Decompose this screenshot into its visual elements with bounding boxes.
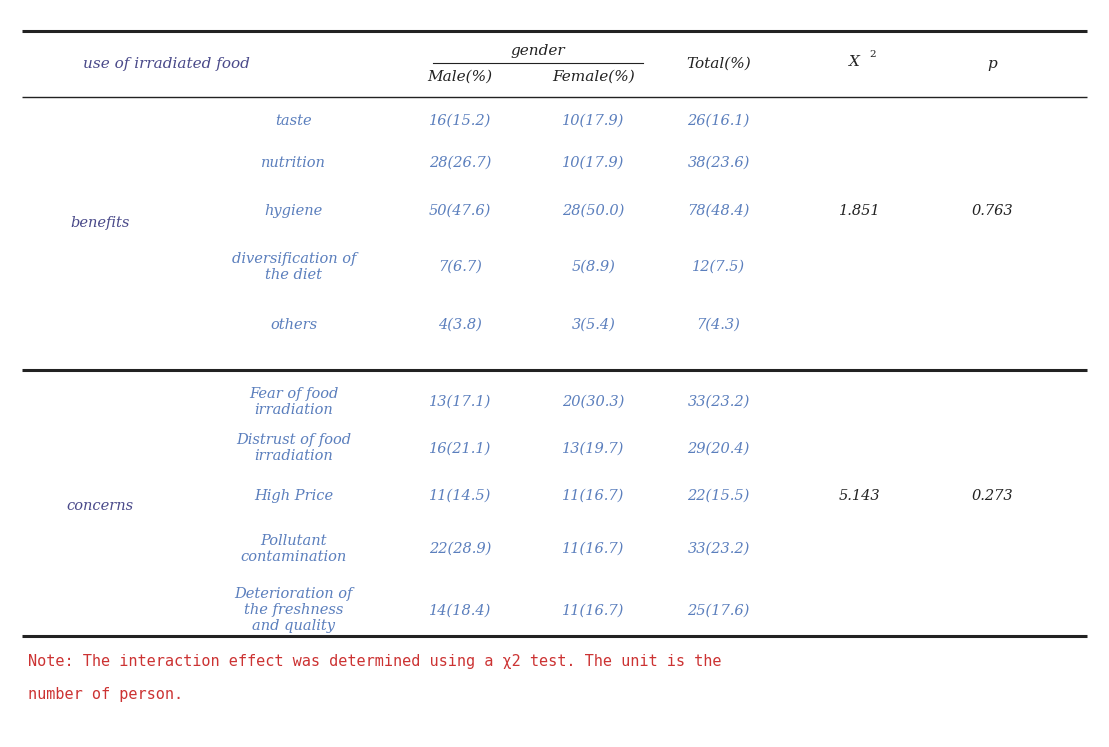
Text: 26(16.1): 26(16.1) xyxy=(688,114,750,128)
Text: High Price: High Price xyxy=(254,489,334,503)
Text: 5.143: 5.143 xyxy=(838,489,881,503)
Text: 33(23.2): 33(23.2) xyxy=(688,542,750,556)
Text: 7(6.7): 7(6.7) xyxy=(438,260,482,273)
Text: Female(%): Female(%) xyxy=(552,70,634,84)
Text: 28(50.0): 28(50.0) xyxy=(562,204,624,217)
Text: 13(19.7): 13(19.7) xyxy=(562,441,624,455)
Text: benefits: benefits xyxy=(70,216,130,230)
Text: Distrust of food
irradiation: Distrust of food irradiation xyxy=(236,433,352,463)
Text: Total(%): Total(%) xyxy=(686,57,751,71)
Text: 33(23.2): 33(23.2) xyxy=(688,395,750,409)
Text: 16(21.1): 16(21.1) xyxy=(429,441,491,455)
Text: 10(17.9): 10(17.9) xyxy=(562,156,624,170)
Text: diversification of
the diet: diversification of the diet xyxy=(232,252,356,282)
Text: 12(7.5): 12(7.5) xyxy=(692,260,745,273)
Text: 11(16.7): 11(16.7) xyxy=(562,604,624,617)
Text: number of person.: number of person. xyxy=(28,687,183,702)
Text: 2: 2 xyxy=(869,49,876,59)
Text: use of irradiated food: use of irradiated food xyxy=(83,57,250,71)
Text: 10(17.9): 10(17.9) xyxy=(562,114,624,128)
Text: Pollutant
contamination: Pollutant contamination xyxy=(241,534,347,564)
Text: others: others xyxy=(271,318,317,332)
Text: nutrition: nutrition xyxy=(262,156,326,170)
Text: concerns: concerns xyxy=(67,499,133,513)
Text: 25(17.6): 25(17.6) xyxy=(688,604,750,617)
Text: 3(5.4): 3(5.4) xyxy=(571,318,615,332)
Text: 78(48.4): 78(48.4) xyxy=(688,204,750,217)
Text: taste: taste xyxy=(275,114,313,128)
Text: 0.273: 0.273 xyxy=(971,489,1014,503)
Text: 11(16.7): 11(16.7) xyxy=(562,489,624,503)
Text: Deterioration of
the freshness
and quality: Deterioration of the freshness and quali… xyxy=(235,587,353,633)
Text: 14(18.4): 14(18.4) xyxy=(429,604,491,617)
Text: gender: gender xyxy=(510,44,566,58)
Text: 0.763: 0.763 xyxy=(971,204,1014,217)
Text: 4(3.8): 4(3.8) xyxy=(438,318,482,332)
Text: Fear of food
irradiation: Fear of food irradiation xyxy=(250,387,338,417)
Text: 5(8.9): 5(8.9) xyxy=(571,260,615,273)
Text: 11(14.5): 11(14.5) xyxy=(429,489,491,503)
Text: 1.851: 1.851 xyxy=(838,204,881,217)
Text: 22(15.5): 22(15.5) xyxy=(688,489,750,503)
Text: hygiene: hygiene xyxy=(265,204,323,217)
Text: p: p xyxy=(988,57,997,71)
Text: Note: The interaction effect was determined using a χ2 test. The unit is the: Note: The interaction effect was determi… xyxy=(28,654,721,669)
Text: 13(17.1): 13(17.1) xyxy=(429,395,491,409)
Text: 38(23.6): 38(23.6) xyxy=(688,156,750,170)
Text: 7(4.3): 7(4.3) xyxy=(696,318,741,332)
Text: 50(47.6): 50(47.6) xyxy=(429,204,491,217)
Text: 20(30.3): 20(30.3) xyxy=(562,395,624,409)
Text: 28(26.7): 28(26.7) xyxy=(429,156,491,170)
Text: X: X xyxy=(848,55,859,69)
Text: 16(15.2): 16(15.2) xyxy=(429,114,491,128)
Text: 11(16.7): 11(16.7) xyxy=(562,542,624,556)
Text: 29(20.4): 29(20.4) xyxy=(688,441,750,455)
Text: 22(28.9): 22(28.9) xyxy=(429,542,491,556)
Text: Male(%): Male(%) xyxy=(428,70,492,84)
